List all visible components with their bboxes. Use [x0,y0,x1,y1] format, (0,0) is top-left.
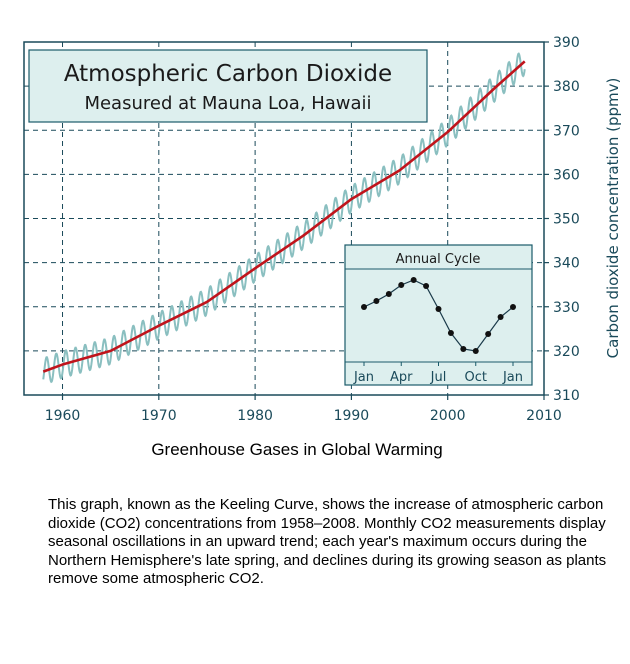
inset-point [447,330,454,336]
x-tick-labels: 1960 1970 1980 1990 2000 2010 [45,395,562,424]
y-tick-label: 360 [553,167,580,183]
y-axis-label: Carbon dioxide concentration (ppmv) [604,78,622,359]
x-tick-label: 2010 [526,408,562,424]
inset-tick-label: Oct [465,370,487,385]
x-tick-label: 1970 [141,408,177,424]
y-tick-label: 340 [553,256,580,272]
inset-point [497,314,504,320]
y-tick-label: 370 [553,123,580,139]
y-tick-label: 310 [553,388,580,404]
inset-tick-label: Jul [430,370,447,385]
y-tick-label: 380 [553,79,580,95]
x-tick-label: 1960 [45,408,81,424]
x-tick-label: 2000 [430,408,466,424]
inset-point [423,283,430,289]
y-tick-label: 320 [553,344,580,360]
inset-point [510,304,516,310]
y-tick-label: 350 [553,212,580,228]
inset-point [385,291,392,297]
inset-point [435,306,442,312]
inset-point [485,331,492,337]
chart-title: Atmospheric Carbon Dioxide [64,61,392,87]
inset-tick-label: Jan [353,370,374,385]
y-tick-label: 330 [553,300,580,316]
inset-point [410,277,417,283]
inset-point [398,282,405,288]
y-tick-label: 390 [553,35,580,51]
annual-mean-line [42,60,526,373]
inset-point [460,346,467,352]
caption-title: Greenhouse Gases in Global Warming [151,440,443,459]
x-tick-label: 1990 [334,408,370,424]
inset-title: Annual Cycle [396,252,481,267]
inset-point [373,298,380,304]
monthly-co2-line [42,52,526,384]
inset-tick-label: Jan [502,370,523,385]
y-tick-labels: 310 320 330 340 350 360 370 380 390 [544,35,580,404]
caption-text: This graph, known as the Keeling Curve, … [48,496,607,588]
keeling-curve-chart: Atmospheric Carbon Dioxide Measured at M… [23,35,622,424]
annual-mean-series [42,60,526,373]
monthly-series [42,52,526,384]
inset-point [361,304,367,310]
x-tick-label: 1980 [237,408,273,424]
inset-tick-label: Apr [390,370,413,385]
inset-point [472,348,479,354]
title-box: Atmospheric Carbon Dioxide Measured at M… [28,49,428,123]
chart-subtitle: Measured at Mauna Loa, Hawaii [84,93,371,114]
inset-tick-labels: Jan Apr Jul Oct Jan [353,362,523,385]
annual-cycle-inset: Annual Cycle Jan Apr Jul Oct Jan [344,244,533,386]
